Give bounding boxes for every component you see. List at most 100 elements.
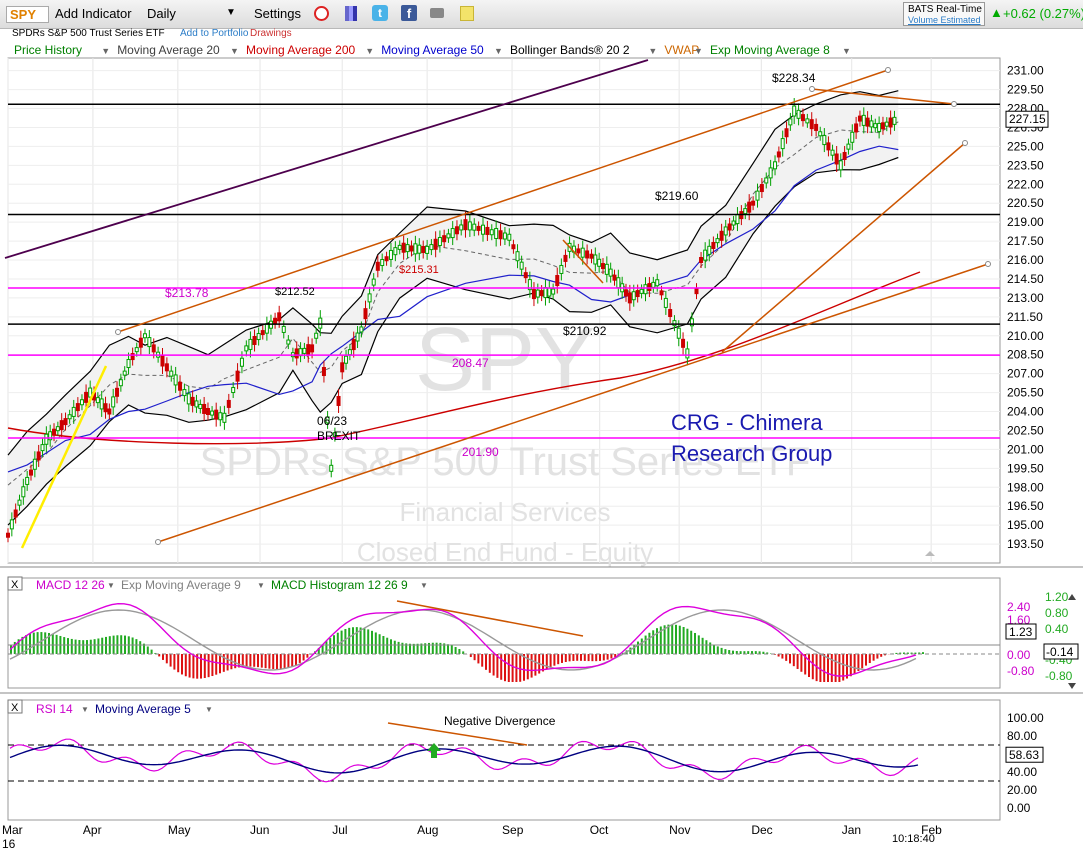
settings-button[interactable]: Settings <box>254 6 301 21</box>
chevron-down-icon[interactable]: ▼ <box>101 46 111 56</box>
macd-histogram-bar <box>709 642 712 654</box>
study-label[interactable]: VWAP <box>664 43 700 57</box>
candle-body <box>635 290 640 298</box>
macd-histogram-bar <box>686 628 689 654</box>
macd-y2-label: -0.80 <box>1045 669 1073 683</box>
x-tick-label: Jul <box>332 823 347 837</box>
chevron-down-icon[interactable]: ▼ <box>648 46 658 56</box>
macd-histogram-bar <box>390 639 392 654</box>
candle-body <box>694 288 699 295</box>
candle-body <box>393 247 398 256</box>
macd-histogram-bar <box>409 643 411 654</box>
macd-y-label: 0.00 <box>1007 648 1031 662</box>
chevron-down-icon[interactable]: ▼ <box>694 46 703 56</box>
macd-y2-label: 1.20 <box>1045 590 1069 604</box>
candle-body <box>639 288 644 294</box>
candle-body <box>689 318 694 327</box>
candle-body <box>226 399 231 408</box>
change-up-arrow-icon: ▲ <box>990 5 1003 20</box>
candle-body <box>523 272 528 279</box>
macd-histogram-bar <box>443 643 446 654</box>
alarm-clock-icon[interactable] <box>314 6 329 21</box>
study-label[interactable]: Price History <box>14 43 83 57</box>
macd-histogram-bar <box>268 654 271 669</box>
candle-body <box>75 403 80 412</box>
macd-histogram-bar <box>785 654 788 661</box>
macd-histogram-bar <box>196 654 199 679</box>
x-tick-label: Apr <box>83 823 102 837</box>
study-label[interactable]: Moving Average 20 <box>117 43 220 57</box>
candle-body <box>306 344 311 356</box>
macd-histogram-bar <box>720 647 723 654</box>
period-select[interactable]: Daily <box>147 6 176 21</box>
candle-body <box>429 244 434 251</box>
facebook-icon[interactable]: f <box>401 5 417 21</box>
study-label[interactable]: Exp Moving Average 8 <box>710 43 830 57</box>
books-icon[interactable] <box>345 6 357 21</box>
note-icon[interactable] <box>460 6 474 21</box>
close-icon: X <box>11 579 19 591</box>
rsi-ma-line <box>9 744 919 774</box>
security-bar: SPDRs S&P 500 Trust Series ETF Add to Po… <box>0 28 1083 42</box>
candle-body <box>589 253 594 259</box>
candle-body <box>655 279 660 287</box>
study-label[interactable]: Moving Average 200 <box>246 43 356 57</box>
camera-icon[interactable] <box>430 8 444 18</box>
macd-histogram-bar <box>348 627 351 654</box>
macd-histogram-bar <box>800 654 803 672</box>
macd-histogram-bar <box>473 654 476 661</box>
chevron-down-icon[interactable]: ▼ <box>494 46 503 56</box>
macd-histogram-bar <box>561 654 563 663</box>
macd-histogram-bar <box>355 627 358 654</box>
candle-body <box>576 248 581 254</box>
study-label[interactable]: Bollinger Bands® 20 2 <box>510 43 630 57</box>
macd-histogram-bar <box>139 641 142 654</box>
study-label[interactable]: Moving Average 50 <box>381 43 484 57</box>
macd-histogram-bar <box>70 638 73 654</box>
candle-body <box>597 258 602 267</box>
candle-body <box>800 114 805 122</box>
candle-body <box>122 370 127 376</box>
chevron-down-icon[interactable]: ▼ <box>842 46 851 56</box>
candle-body <box>723 226 728 236</box>
macd-histogram-bar <box>910 652 913 654</box>
macd-histogram-bar <box>74 639 77 654</box>
add-to-portfolio-link[interactable]: Add to Portfolio <box>180 28 249 39</box>
macd-signal-line <box>9 609 917 671</box>
chevron-down-icon[interactable]: ▼ <box>365 46 375 56</box>
candle-body <box>735 214 740 225</box>
add-indicator-button[interactable]: Add Indicator <box>55 6 132 21</box>
candle-body <box>239 357 244 367</box>
macd-histogram-bar <box>652 630 655 654</box>
candle-body <box>169 370 174 377</box>
candle-body <box>164 363 169 372</box>
macd-histogram-bar <box>796 654 799 669</box>
candle-body <box>830 149 835 156</box>
candle-body <box>314 332 319 339</box>
candle-body <box>194 400 199 408</box>
chevron-down-icon[interactable]: ▼ <box>230 46 239 56</box>
candle-body <box>727 223 732 231</box>
candle-body <box>600 263 605 270</box>
candle-body <box>685 348 690 359</box>
macd-histogram-bar <box>279 654 282 670</box>
chevron-down-icon[interactable]: ▼ <box>226 7 236 18</box>
bats-subtitle: Volume Estimated <box>908 15 981 25</box>
macd-histogram-bar <box>283 654 286 669</box>
close-macd-button <box>7 576 23 591</box>
macd-y2-label: 0.80 <box>1045 606 1069 620</box>
macd-histogram-bar <box>568 654 571 662</box>
candle-body <box>294 348 299 359</box>
macd-histogram-bar <box>485 654 487 670</box>
macd-histogram-bar <box>93 639 96 654</box>
candle-body <box>792 105 797 117</box>
macd-histogram-bar <box>811 654 814 680</box>
twitter-icon[interactable]: t <box>372 5 388 21</box>
candle-body <box>95 397 100 404</box>
macd-histogram-bar <box>462 651 465 654</box>
macd-histogram-bar <box>264 654 267 669</box>
macd-histogram-bar <box>44 632 47 654</box>
drawings-link[interactable]: Drawings <box>250 28 292 39</box>
symbol-input[interactable]: SPY <box>6 6 49 23</box>
